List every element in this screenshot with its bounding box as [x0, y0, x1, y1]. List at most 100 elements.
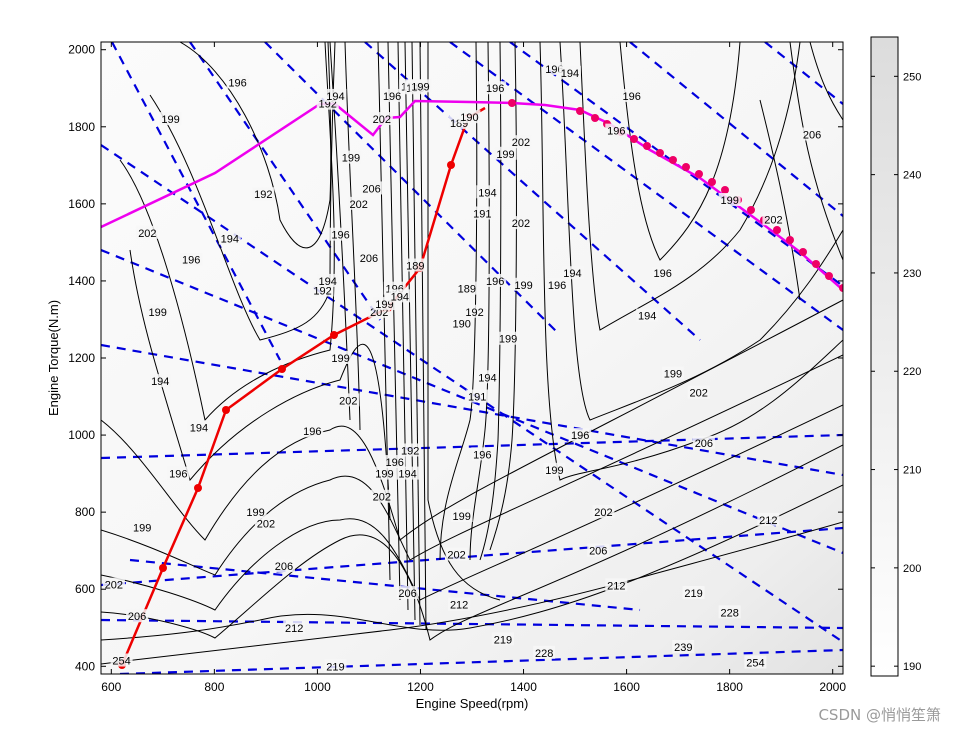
contour-label: 199: [664, 368, 682, 380]
y-tick-label: 1600: [68, 197, 95, 211]
contour-label-bg: [744, 655, 767, 669]
colorbar-tick-label: 230: [903, 268, 921, 280]
contour-label: 202: [373, 492, 391, 504]
contour-label-bg: [620, 88, 643, 102]
x-tick-label: 1800: [716, 680, 743, 694]
contour-label-bg: [605, 578, 628, 592]
contour-line: [479, 42, 502, 561]
contour-label-bg: [512, 277, 535, 291]
contour-label-bg: [450, 316, 473, 330]
contour-line: [101, 444, 843, 641]
magenta-marker: [747, 206, 755, 214]
contour-label-bg: [636, 308, 659, 322]
red-marker: [194, 484, 202, 492]
y-axis: 400 600 800 1000 1200 1400 1600 1800 2000: [68, 43, 843, 673]
contour-label: 254: [112, 656, 130, 668]
contour-label: 190: [460, 112, 478, 124]
contour-label: 192: [254, 189, 272, 201]
contour-label: 199: [720, 195, 738, 207]
contour-label-bg: [448, 597, 471, 611]
watermark: CSDN @悄悄笙箫: [818, 706, 941, 724]
contour-label: 194: [190, 422, 208, 434]
red-marker: [447, 161, 455, 169]
magenta-marker: [695, 170, 703, 178]
contour-label-bg: [102, 577, 125, 591]
contour-label-bg: [672, 640, 695, 654]
dashed-line: [101, 526, 843, 587]
contour-label: 196: [653, 268, 671, 280]
colorbar-tick-label: 240: [903, 170, 921, 182]
contour-label: 194: [561, 68, 579, 80]
red-marker: [278, 365, 286, 373]
contour-label: 199: [133, 523, 151, 535]
contour-label-bg: [801, 127, 824, 141]
contour-label-bg: [226, 75, 249, 89]
magenta-marker: [682, 163, 690, 171]
contour-label: 199: [149, 307, 167, 319]
contour-line: [759, 99, 801, 301]
dashed-line: [264, 42, 561, 336]
contour-label: 196: [169, 469, 187, 481]
contour-label: 212: [450, 600, 468, 612]
contour-label: 202: [373, 114, 391, 126]
contour-label: 194: [221, 234, 239, 246]
contour-label: 202: [105, 580, 123, 592]
contour-label-bg: [383, 455, 406, 469]
y-tick-label: 800: [75, 505, 95, 519]
contour-label-bg: [329, 227, 352, 241]
contour-label-bg: [187, 420, 210, 434]
contour-label: 199: [496, 149, 514, 161]
contour-label: 196: [571, 430, 589, 442]
y-tick-label: 1200: [68, 351, 95, 365]
y-axis-label: Engine Torque(N.m): [46, 300, 61, 416]
contour-label: 219: [326, 661, 344, 673]
contour-label: 199: [411, 81, 429, 93]
contour-label-bg: [471, 447, 494, 461]
contour-label: 202: [594, 507, 612, 519]
contour-lines: [101, 42, 843, 665]
contour-label-bg: [661, 366, 684, 380]
contour-label-bg: [491, 632, 514, 646]
contour-line: [101, 299, 843, 541]
contour-label: 196: [473, 449, 491, 461]
dashed-line: [629, 42, 843, 217]
contour-label-bg: [373, 466, 396, 480]
contour-label: 202: [512, 137, 530, 149]
contour-label-bg: [244, 505, 267, 519]
contour-label-bg: [533, 645, 556, 659]
contour-label-bg: [509, 216, 532, 230]
contour-label: 194: [391, 291, 409, 303]
contour-label-bg: [497, 331, 520, 345]
dashed-line: [189, 42, 381, 321]
contour-label-bg: [409, 79, 432, 93]
dashed-line: [101, 343, 843, 477]
magenta-marker: [591, 114, 599, 122]
magenta-marker: [773, 226, 781, 234]
red-marker: [159, 564, 167, 572]
contour-line: [377, 42, 391, 581]
colorbar-tick-label: 190: [903, 661, 921, 673]
magenta-marker: [576, 107, 584, 115]
dashed-line: [101, 618, 843, 630]
contour-label-bg: [494, 146, 517, 160]
contour-label-bg: [651, 266, 674, 280]
contour-label-bg: [476, 370, 499, 384]
contour-line: [101, 354, 843, 576]
contour-label-bg: [558, 65, 581, 79]
contour-label-bg: [396, 586, 419, 600]
contour-label-bg: [370, 112, 393, 126]
contour-label-bg: [180, 252, 203, 266]
contour-line: [579, 42, 801, 331]
contour-label: 192: [313, 286, 331, 298]
contour-label-bg: [324, 88, 347, 102]
contour-label-bg: [149, 374, 172, 388]
contour-line: [101, 521, 843, 665]
contour-label: 202: [138, 228, 156, 240]
contour-line: [101, 404, 843, 611]
x-tick-label: 600: [101, 680, 121, 694]
contour-label-bg: [484, 273, 507, 287]
contour-label-bg: [159, 112, 182, 126]
contour-label: 206: [589, 546, 607, 558]
contour-line: [344, 42, 361, 431]
contour-label: 196: [548, 280, 566, 292]
